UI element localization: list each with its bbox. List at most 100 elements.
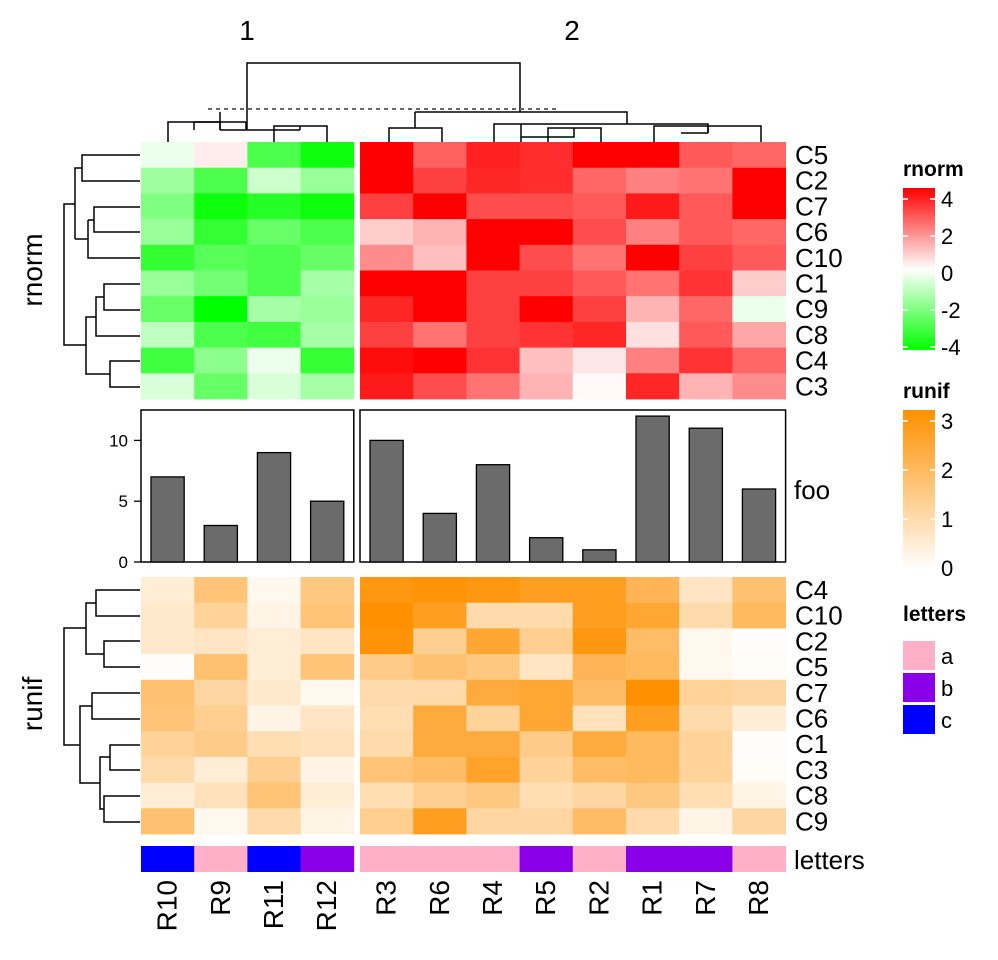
rnorm-cell	[626, 347, 680, 374]
runif-cell	[141, 731, 195, 758]
rnorm-cell	[141, 219, 195, 246]
runif-cell	[466, 705, 520, 732]
runif-cell	[466, 628, 520, 655]
rnorm-cell	[519, 142, 574, 169]
rnorm-cell	[626, 142, 680, 169]
rnorm-cell	[413, 142, 467, 169]
runif-cell	[519, 756, 574, 783]
rnorm-row-label: C4	[795, 346, 828, 376]
rnorm-cell	[732, 193, 786, 220]
rnorm-cell	[466, 244, 520, 271]
rnorm-cell	[247, 270, 301, 297]
runif-cell	[360, 808, 414, 835]
runif-legend-tick-label: 1	[941, 507, 953, 532]
runif-cell	[626, 654, 680, 681]
rnorm-cell	[413, 321, 467, 348]
rnorm-legend-colorbar	[903, 188, 935, 350]
column-label: R2	[583, 880, 614, 916]
rnorm-cell	[194, 167, 248, 194]
rnorm-cell	[679, 142, 733, 169]
column-split-title-1: 1	[239, 15, 255, 46]
rnorm-cell	[413, 296, 467, 323]
column-label: R7	[690, 880, 721, 916]
rnorm-cell	[519, 244, 574, 271]
rnorm-heatmap	[141, 142, 786, 400]
rnorm-cell	[519, 219, 574, 246]
runif-cell	[141, 602, 195, 629]
rnorm-cell	[626, 270, 680, 297]
runif-cell	[626, 731, 680, 758]
runif-cell	[732, 705, 786, 732]
runif-cell	[466, 756, 520, 783]
rnorm-cell	[141, 270, 195, 297]
runif-cell	[519, 731, 574, 758]
runif-cell	[519, 679, 574, 706]
runif-cell	[300, 756, 355, 783]
runif-cell	[360, 602, 414, 629]
runif-cell	[732, 756, 786, 783]
runif-cell	[679, 679, 733, 706]
runif-legend-tick-label: 3	[941, 409, 953, 434]
runif-cell	[732, 577, 786, 604]
bar	[475, 464, 511, 563]
runif-cell	[413, 731, 467, 758]
rnorm-cell	[732, 244, 786, 271]
rnorm-cell	[141, 296, 195, 323]
rnorm-legend: rnorm 4 2 0 -2 -4	[903, 158, 964, 360]
rnorm-row-label: C3	[795, 371, 828, 401]
runif-cell	[141, 756, 195, 783]
rnorm-cell	[519, 193, 574, 220]
runif-cell	[572, 756, 627, 783]
runif-cell	[572, 628, 627, 655]
letters-cell	[413, 846, 467, 872]
rnorm-cell	[732, 296, 786, 323]
runif-cell	[360, 628, 414, 655]
runif-cell	[626, 756, 680, 783]
runif-cell	[360, 782, 414, 809]
runif-cell	[194, 679, 248, 706]
letters-legend-swatch	[903, 673, 935, 702]
runif-cell	[626, 705, 680, 732]
rnorm-cell	[413, 373, 467, 400]
rnorm-cell	[519, 296, 574, 323]
rnorm-cell	[247, 219, 301, 246]
runif-cell	[247, 654, 301, 681]
runif-cell	[194, 782, 248, 809]
rnorm-cell	[360, 193, 414, 220]
rnorm-cell	[626, 193, 680, 220]
runif-cell	[360, 705, 414, 732]
runif-cell	[194, 602, 248, 629]
runif-cell	[572, 577, 627, 604]
runif-cell	[626, 602, 680, 629]
rnorm-cell	[141, 373, 195, 400]
runif-cell	[194, 808, 248, 835]
runif-cell	[141, 808, 195, 835]
rnorm-cell	[679, 373, 733, 400]
runif-cell	[519, 654, 574, 681]
rnorm-cell	[466, 193, 520, 220]
rnorm-cell	[360, 347, 414, 374]
runif-cell	[300, 577, 355, 604]
runif-cell	[247, 782, 301, 809]
rnorm-cell	[300, 219, 355, 246]
runif-cell	[413, 782, 467, 809]
rnorm-row-dendrogram	[63, 154, 140, 388]
rnorm-row-label: C2	[795, 166, 828, 196]
runif-cell	[466, 808, 520, 835]
letters-legend-label: b	[941, 676, 953, 701]
rnorm-cell	[679, 167, 733, 194]
runif-axis-label: runif	[17, 677, 48, 732]
bar	[528, 537, 564, 563]
rnorm-cell	[519, 373, 574, 400]
rnorm-cell	[194, 244, 248, 271]
rnorm-cell	[466, 270, 520, 297]
runif-cell	[360, 679, 414, 706]
rnorm-cell	[626, 219, 680, 246]
runif-cell	[141, 577, 195, 604]
letters-cell	[466, 846, 520, 872]
runif-cell	[141, 705, 195, 732]
runif-cell	[572, 808, 627, 835]
runif-cell	[300, 679, 355, 706]
letters-legend-title: letters	[903, 603, 966, 626]
